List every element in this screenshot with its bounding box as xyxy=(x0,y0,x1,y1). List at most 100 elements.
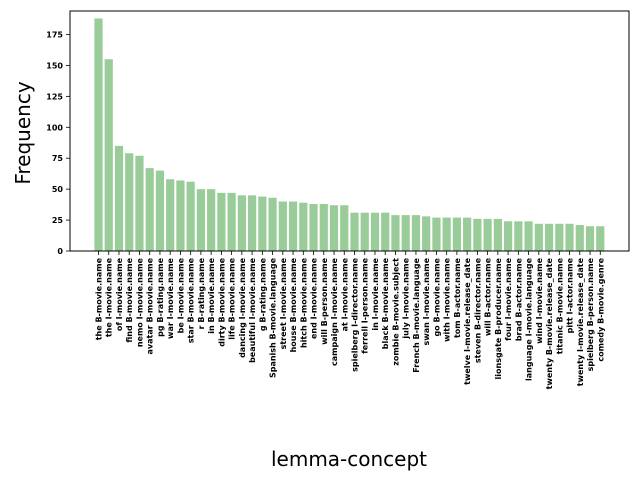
x-axis-title: lemma-concept xyxy=(271,447,427,471)
bar xyxy=(483,218,492,251)
x-tick-label: find B-movie.name xyxy=(125,257,134,342)
x-tick-label: of I-movie.name xyxy=(115,257,124,331)
bar xyxy=(565,223,574,251)
bar xyxy=(299,202,308,251)
x-tick-label: lionsgate B-producer.name xyxy=(494,257,503,379)
x-tick-label: at I-movie.name xyxy=(340,257,349,331)
x-tick-label: beautiful I-movie.name xyxy=(248,257,257,362)
x-tick-label: spielberg B-person.name xyxy=(586,257,595,371)
x-tick-label: g B-rating.name xyxy=(258,257,267,331)
x-tick-label: tom B-actor.name xyxy=(453,257,462,338)
x-tick-label: the I-movie.name xyxy=(105,257,114,337)
bar xyxy=(493,218,502,251)
bar xyxy=(104,59,113,251)
y-tick-label: 25 xyxy=(52,216,64,225)
bar xyxy=(309,203,318,251)
bar xyxy=(217,192,226,251)
bar xyxy=(514,221,523,251)
bar xyxy=(391,215,400,251)
x-tick-label: black B-movie.name xyxy=(381,257,390,349)
x-tick-label: life B-movie.name xyxy=(228,257,237,339)
x-tick-label: end I-movie.name xyxy=(310,257,319,339)
x-tick-label: house B-movie.name xyxy=(289,257,298,352)
x-tick-label: zombie B-movie.subject xyxy=(391,258,400,366)
bar xyxy=(258,196,267,251)
x-tick-label: twenty I-movie.release_date xyxy=(576,257,585,386)
bar xyxy=(411,215,421,251)
bar xyxy=(196,189,205,251)
bar xyxy=(176,180,185,251)
bar xyxy=(360,212,369,251)
bar xyxy=(544,223,554,251)
bar xyxy=(207,189,216,251)
y-axis-ticks: 0 25 50 75 100 125 150 175 xyxy=(46,31,70,256)
x-tick-label: ferrell I-person.name xyxy=(361,257,370,353)
bar-series xyxy=(94,18,605,252)
bar xyxy=(166,179,175,251)
bar xyxy=(94,18,103,252)
bar xyxy=(145,168,154,251)
bar xyxy=(596,226,605,251)
x-tick-label: steven B-director.name xyxy=(473,257,482,363)
y-tick-label: 125 xyxy=(46,92,63,101)
bar xyxy=(575,225,584,251)
bar xyxy=(452,217,461,251)
bar xyxy=(186,181,195,251)
x-tick-label: titanic B-movie.name xyxy=(555,257,564,354)
bar xyxy=(155,170,165,251)
bar xyxy=(237,195,246,251)
bar xyxy=(125,153,134,251)
bar xyxy=(473,218,482,251)
bar xyxy=(340,205,349,251)
x-tick-label: spielberg I-director.name xyxy=(351,257,360,371)
bar xyxy=(442,217,451,251)
x-tick-label: in B-movie.name xyxy=(207,257,216,333)
bar xyxy=(432,217,441,251)
x-tick-label: july I-movie.name xyxy=(402,257,411,339)
x-tick-label: comedy B-movie.genre xyxy=(596,257,605,361)
x-tick-label: war I-movie.name xyxy=(166,257,175,339)
bar xyxy=(278,201,287,251)
x-tick-label: four I-movie.name xyxy=(504,257,513,340)
x-tick-label: be I-movie.name xyxy=(176,257,185,333)
x-tick-label: in I-movie.name xyxy=(371,257,380,330)
x-tick-label: avatar B-movie.name xyxy=(146,257,155,354)
x-tick-label: Spanish B-movie.language xyxy=(269,257,278,378)
bar xyxy=(585,226,595,251)
x-tick-label: wind I-movie.name xyxy=(535,257,544,343)
y-tick-label: 75 xyxy=(52,154,64,163)
bar xyxy=(381,212,390,251)
bar xyxy=(504,221,513,251)
x-tick-label: pitt I-actor.name xyxy=(566,257,575,333)
bar xyxy=(288,201,298,251)
bar xyxy=(555,223,564,251)
bar xyxy=(114,145,124,251)
bar xyxy=(268,197,277,251)
x-tick-label: nemo I-movie.name xyxy=(135,257,144,347)
bar xyxy=(319,203,328,251)
y-tick-label: 150 xyxy=(46,61,63,70)
x-tick-label: swan I-movie.name xyxy=(422,257,431,345)
x-tick-label: dirty B-movie.name xyxy=(217,257,226,346)
y-axis-title: Frequency xyxy=(11,81,35,184)
bar xyxy=(329,205,339,251)
x-tick-label: with I-movie.name xyxy=(443,257,452,341)
bar xyxy=(350,212,359,251)
x-axis-ticks: the B-movie.name the I-movie.name of I-mov… xyxy=(95,251,605,389)
x-tick-label: will B-person.name xyxy=(320,257,329,344)
x-tick-label: will B-actor.name xyxy=(484,257,493,336)
x-tick-label: go B-movie.name xyxy=(432,257,441,336)
x-tick-label: language I-movie.language xyxy=(525,257,534,381)
bar xyxy=(524,221,533,251)
x-tick-label: dancing I-movie.name xyxy=(238,257,247,357)
x-tick-label: hitch B-movie.name xyxy=(299,257,308,348)
bar xyxy=(463,217,472,251)
x-tick-label: twelve I-movie.release_date xyxy=(463,257,472,384)
bar xyxy=(248,195,257,251)
plot-frame xyxy=(69,10,630,252)
y-tick-label: 50 xyxy=(52,185,64,194)
bar xyxy=(135,155,144,251)
y-tick-label: 175 xyxy=(46,31,63,40)
x-tick-label: pg B-rating.name xyxy=(156,257,165,336)
